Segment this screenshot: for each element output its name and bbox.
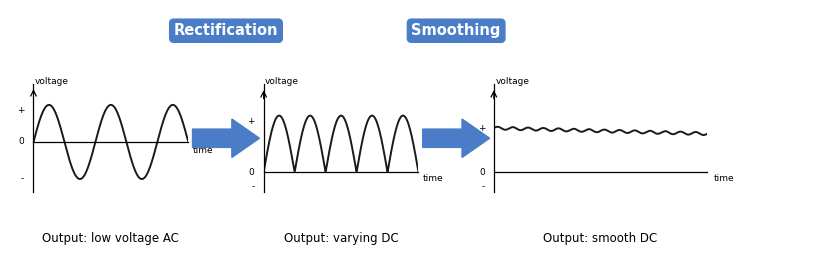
Text: +: + [247, 117, 254, 126]
Text: Smoothing: Smoothing [411, 23, 500, 38]
Text: voltage: voltage [35, 77, 69, 86]
Text: +: + [477, 124, 485, 133]
Text: -: - [482, 182, 485, 191]
Text: 0: 0 [18, 137, 24, 146]
Text: 0: 0 [479, 168, 485, 177]
Text: 0: 0 [248, 168, 254, 177]
Text: Output: smooth DC: Output: smooth DC [543, 232, 657, 244]
Text: -: - [251, 182, 254, 191]
Text: Output: low voltage AC: Output: low voltage AC [43, 232, 179, 244]
Text: -: - [21, 175, 24, 184]
Text: time: time [713, 174, 733, 184]
Text: Output: varying DC: Output: varying DC [283, 232, 398, 244]
Text: Rectification: Rectification [174, 23, 278, 38]
Text: time: time [423, 174, 443, 184]
Text: voltage: voltage [265, 77, 298, 86]
Text: voltage: voltage [496, 77, 529, 86]
Text: +: + [17, 106, 24, 115]
Text: time: time [193, 146, 213, 155]
